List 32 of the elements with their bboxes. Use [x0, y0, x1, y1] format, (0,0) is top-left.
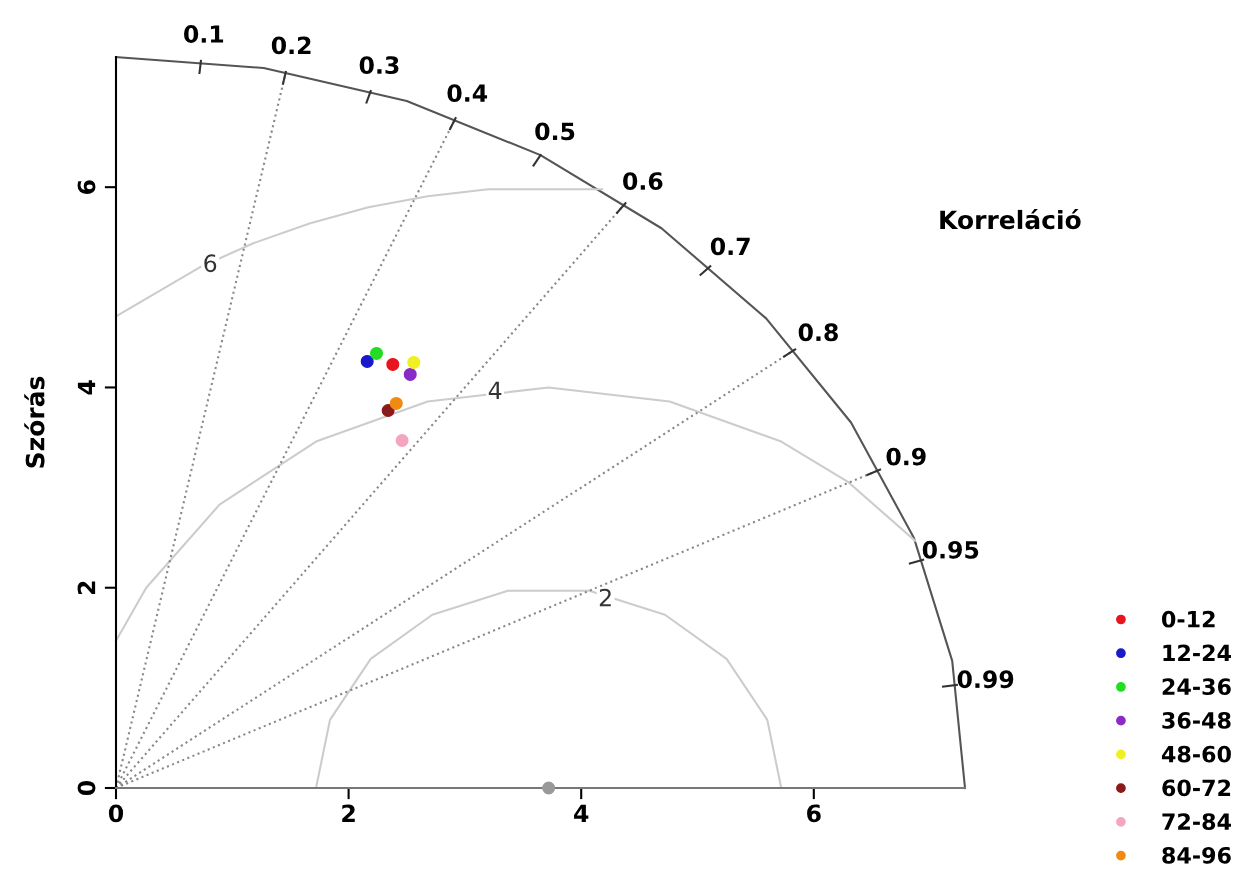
annotation: 0.1: [184, 25, 224, 43]
legend-label: 12-24: [1163, 644, 1231, 661]
x-tick-label: 2: [342, 804, 355, 822]
y-tick-label: 6: [77, 180, 96, 194]
y-tick-label: 4: [77, 380, 96, 395]
legend-label: 24-36: [1162, 678, 1231, 696]
legend-label: 48-60: [1161, 745, 1231, 763]
annotation: 0.8: [798, 323, 838, 342]
legend-label: 36-48: [1162, 711, 1231, 729]
legend-label: 72-84: [1162, 813, 1231, 830]
annotation: 0.5: [535, 122, 575, 141]
annotation: 2: [599, 588, 611, 607]
annotation: 0.7: [710, 237, 750, 256]
x-tick-label: 6: [807, 804, 821, 823]
annotation: 0.2: [271, 36, 311, 55]
legend-label: 0-12: [1161, 610, 1215, 628]
annotation: 0.4: [447, 84, 488, 102]
legend-label: 60-72: [1162, 779, 1231, 797]
annotation: 0.3: [359, 56, 399, 75]
annotation: Korreláció: [940, 208, 1081, 230]
annotation: 4: [488, 381, 502, 399]
y-axis-title: Szórás: [24, 376, 45, 468]
x-tick-label: 4: [574, 804, 589, 822]
y-tick-label: 2: [77, 581, 96, 595]
y-tick-label: 0: [77, 780, 96, 796]
annotation: 0.99: [957, 670, 1014, 689]
x-tick-label: 0: [108, 804, 124, 823]
annotation: 0.9: [886, 447, 926, 466]
annotation: 0.95: [922, 540, 979, 559]
annotation: 0.6: [623, 172, 663, 191]
annotation: 6: [204, 254, 217, 273]
legend-label: 84-96: [1162, 846, 1231, 864]
